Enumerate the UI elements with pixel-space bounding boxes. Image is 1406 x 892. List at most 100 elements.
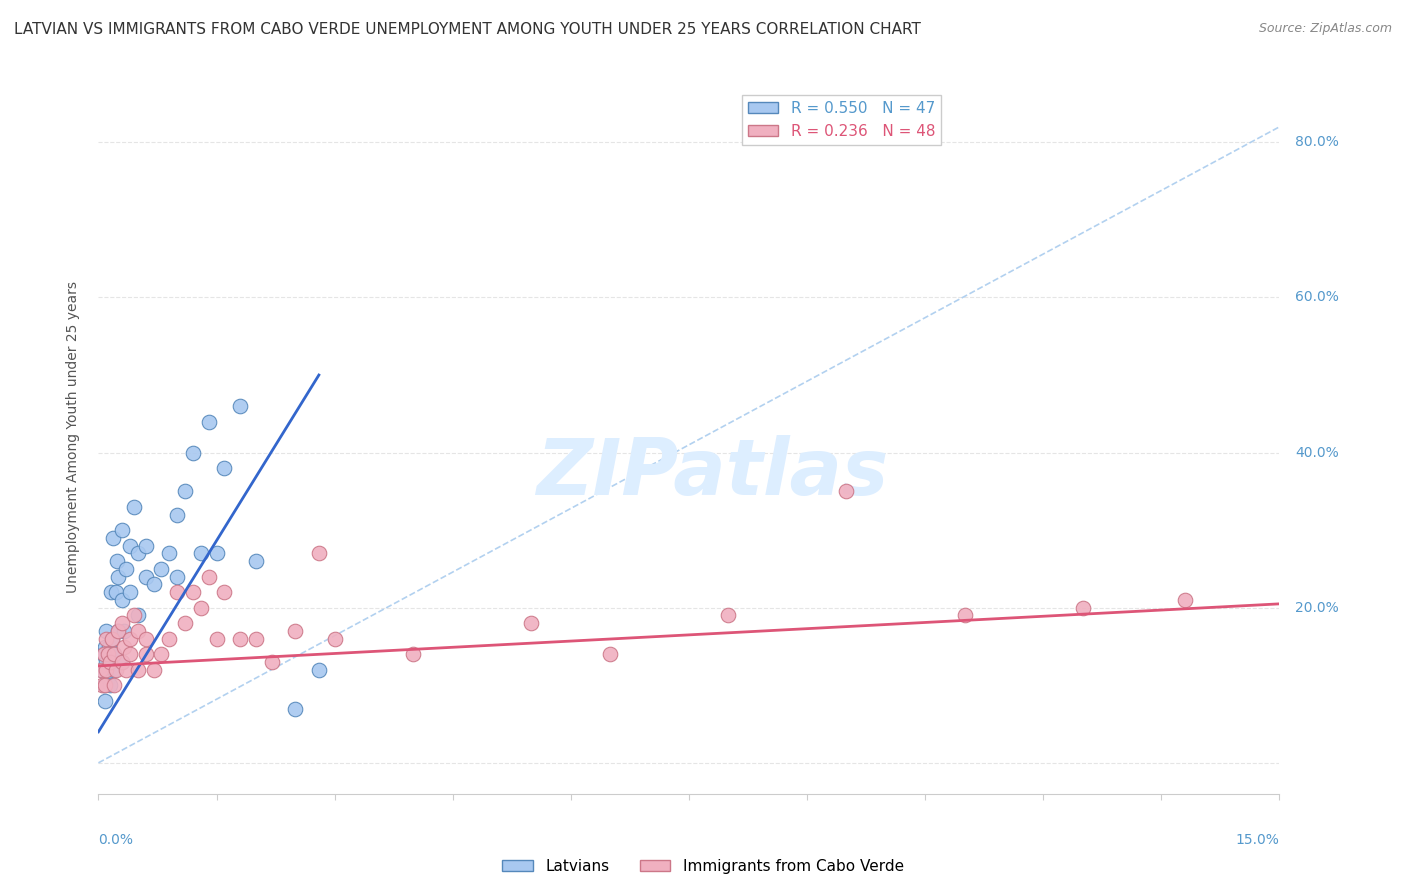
Point (91, 678, 114, 692)
Point (104, 585, 127, 599)
Point (127, 624, 149, 638)
Point (308, 663, 330, 677)
Point (103, 678, 125, 692)
Legend: Latvians, Immigrants from Cabo Verde: Latvians, Immigrants from Cabo Verde (496, 853, 910, 880)
Text: LATVIAN VS IMMIGRANTS FROM CABO VERDE UNEMPLOYMENT AMONG YOUTH UNDER 25 YEARS CO: LATVIAN VS IMMIGRANTS FROM CABO VERDE UN… (14, 22, 921, 37)
Point (142, 663, 165, 677)
Point (150, 562, 173, 576)
Y-axis label: Unemployment Among Youth under 25 years: Unemployment Among Youth under 25 years (66, 281, 80, 593)
Point (98, 678, 121, 692)
Point (835, 484, 858, 499)
Point (402, 647, 425, 661)
Point (166, 570, 188, 584)
Point (101, 632, 124, 646)
Point (107, 624, 129, 638)
Point (135, 539, 157, 553)
Point (98, 647, 121, 661)
Point (166, 585, 188, 599)
Point (101, 632, 124, 646)
Point (96, 663, 118, 677)
Point (118, 539, 141, 553)
Point (90, 663, 112, 677)
Point (190, 546, 212, 560)
Text: 60.0%: 60.0% (1295, 291, 1339, 304)
Point (717, 608, 740, 623)
Point (98, 655, 121, 669)
Point (135, 647, 157, 661)
Text: 0.0%: 0.0% (98, 832, 134, 847)
Text: 15.0%: 15.0% (1236, 832, 1279, 847)
Point (112, 640, 135, 654)
Point (245, 554, 267, 568)
Point (103, 663, 125, 677)
Point (520, 616, 543, 631)
Point (174, 616, 197, 631)
Text: ZIPatlas: ZIPatlas (537, 434, 889, 511)
Point (214, 461, 236, 475)
Point (229, 632, 252, 646)
Point (245, 632, 267, 646)
Point (181, 445, 204, 459)
Point (118, 632, 141, 646)
Point (93, 647, 115, 661)
Point (103, 647, 125, 661)
Point (214, 585, 236, 599)
Point (157, 546, 180, 560)
Text: Source: ZipAtlas.com: Source: ZipAtlas.com (1258, 22, 1392, 36)
Point (166, 508, 188, 522)
Point (100, 585, 122, 599)
Point (157, 632, 180, 646)
Point (91, 647, 114, 661)
Point (97, 647, 120, 661)
Point (197, 415, 219, 429)
Legend: R = 0.550   N = 47, R = 0.236   N = 48: R = 0.550 N = 47, R = 0.236 N = 48 (741, 95, 941, 145)
Text: 40.0%: 40.0% (1295, 446, 1339, 459)
Point (323, 632, 346, 646)
Point (122, 608, 145, 623)
Point (229, 399, 252, 413)
Point (96, 624, 118, 638)
Point (135, 632, 157, 646)
Point (174, 484, 197, 499)
Point (96, 655, 118, 669)
Point (111, 593, 134, 607)
Point (93, 678, 115, 692)
Point (127, 608, 149, 623)
Point (101, 531, 124, 545)
Point (93, 694, 115, 708)
Text: 80.0%: 80.0% (1295, 136, 1339, 149)
Point (1174, 593, 1197, 607)
Point (953, 608, 976, 623)
Point (112, 624, 135, 638)
Point (105, 554, 128, 568)
Point (135, 570, 157, 584)
Point (1071, 600, 1094, 615)
Point (91, 663, 114, 677)
Text: 20.0%: 20.0% (1295, 600, 1339, 615)
Point (107, 624, 129, 638)
Point (104, 663, 127, 677)
Point (284, 701, 307, 715)
Point (150, 647, 173, 661)
Point (284, 624, 307, 638)
Point (181, 585, 204, 599)
Point (127, 546, 149, 560)
Point (118, 647, 141, 661)
Point (111, 616, 134, 631)
Point (115, 562, 138, 576)
Point (97, 640, 120, 654)
Point (93, 678, 115, 692)
Point (111, 655, 134, 669)
Point (96, 632, 118, 646)
Point (127, 663, 149, 677)
Point (107, 570, 129, 584)
Point (142, 577, 165, 591)
Point (93, 640, 115, 654)
Point (205, 632, 228, 646)
Point (97, 671, 120, 685)
Point (115, 663, 138, 677)
Point (205, 546, 228, 560)
Point (111, 655, 134, 669)
Point (111, 523, 134, 537)
Point (260, 655, 283, 669)
